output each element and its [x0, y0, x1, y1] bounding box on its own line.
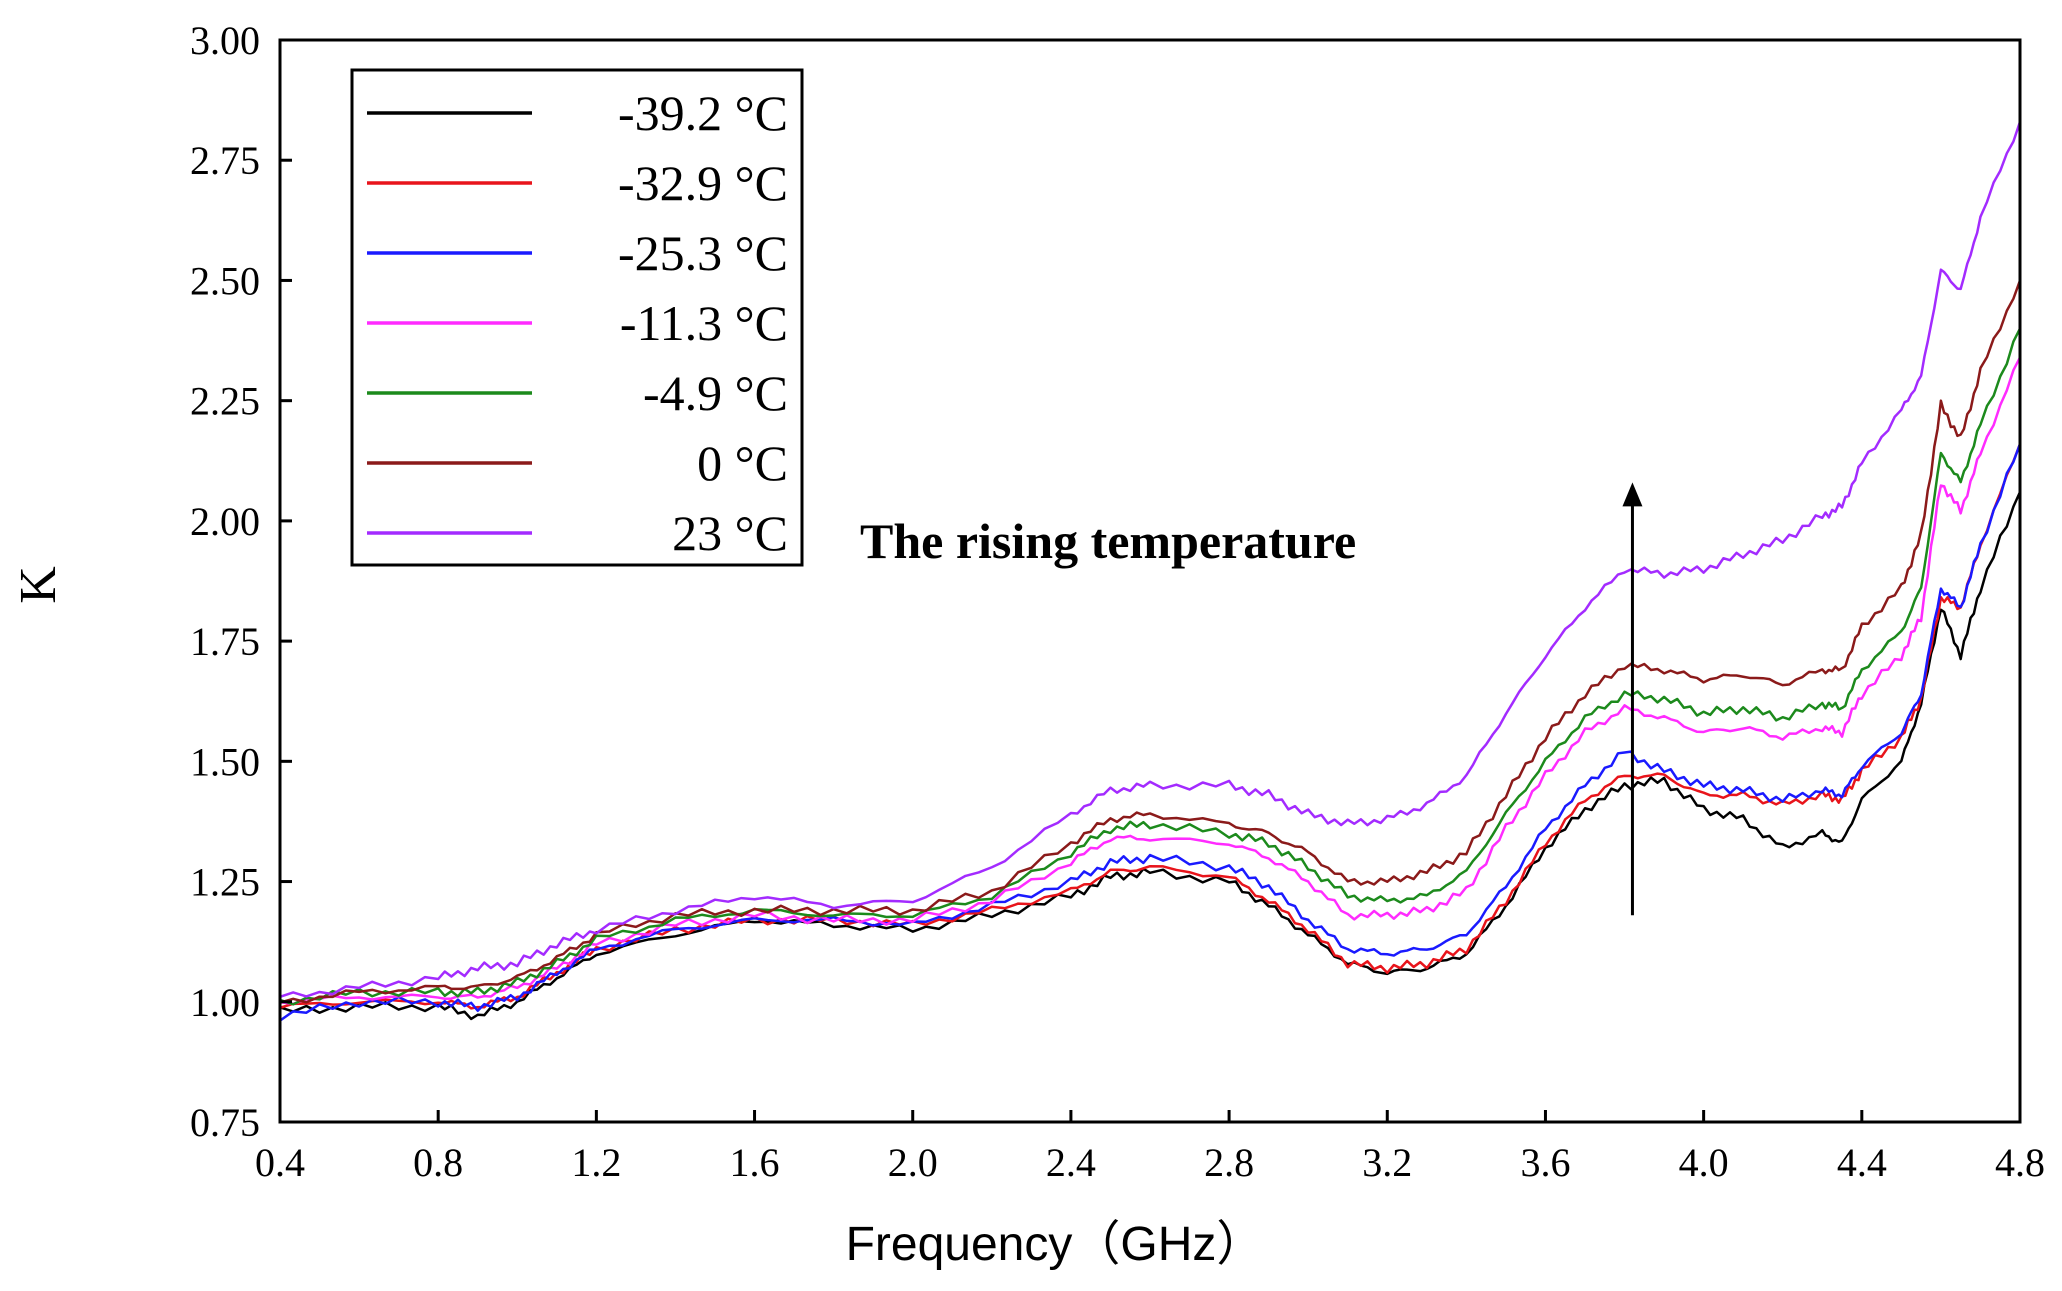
legend-label: -39.2 °C	[618, 85, 788, 141]
x-tick-label: 4.8	[1995, 1140, 2045, 1185]
series-line	[278, 356, 2022, 1006]
legend-box	[350, 68, 804, 567]
x-tick-label: 1.2	[571, 1140, 621, 1185]
series-line	[278, 120, 2022, 999]
x-tick-label: 3.2	[1362, 1140, 1412, 1185]
series-line	[278, 327, 2022, 1006]
legend: -39.2 °C -32.9 °C -25.3 °C -11.3 °C -4.9 °C 0…	[350, 68, 804, 567]
y-tick-label: 2.25	[190, 379, 260, 424]
axes-layer: 0.4 0.8 1.2 1.6 2.0 2.4 2.8 3.2 3.6 4.0 4.4 4.8 0.75…	[190, 18, 2045, 1185]
x-tick-label: 2.0	[888, 1140, 938, 1185]
x-tick-label: 3.6	[1520, 1140, 1570, 1185]
annotation-arrow-head	[1622, 482, 1643, 507]
x-tick-label: 4.4	[1837, 1140, 1887, 1185]
plot-area-frame	[278, 38, 2022, 1124]
x-tick-label: 4.0	[1679, 1140, 1729, 1185]
y-tick-label: 1.50	[190, 739, 260, 784]
x-tick-label: 2.4	[1046, 1140, 1096, 1185]
y-tick-label: 2.50	[190, 258, 260, 303]
x-axis-label: Frequency（GHz）	[846, 1218, 1265, 1271]
x-tick-label: 2.8	[1204, 1140, 1254, 1185]
y-tick-label: 3.00	[190, 18, 260, 63]
annotation-text: The rising temperature	[860, 513, 1356, 569]
legend-label: -11.3 °C	[620, 295, 788, 351]
series-line	[278, 442, 2022, 1022]
y-tick-label: 2.00	[190, 499, 260, 544]
y-tick-label: 1.00	[190, 980, 260, 1025]
y-tick-label: 1.75	[190, 619, 260, 664]
legend-label: -4.9 °C	[643, 365, 788, 421]
y-tick-label: 1.25	[190, 860, 260, 905]
series-layer	[278, 120, 2022, 1022]
x-tick-label: 0.4	[255, 1140, 305, 1185]
y-tick-label: 0.75	[190, 1100, 260, 1145]
y-axis-label: K	[10, 566, 67, 604]
legend-label: -25.3 °C	[618, 225, 788, 281]
legend-label: 23 °C	[672, 505, 788, 561]
y-tick-label: 2.75	[190, 138, 260, 183]
legend-label: -32.9 °C	[618, 155, 788, 211]
legend-label: 0 °C	[697, 435, 788, 491]
x-tick-label: 0.8	[413, 1140, 463, 1185]
annotation-layer: The rising temperature	[860, 482, 1643, 916]
x-tick-label: 1.6	[730, 1140, 780, 1185]
